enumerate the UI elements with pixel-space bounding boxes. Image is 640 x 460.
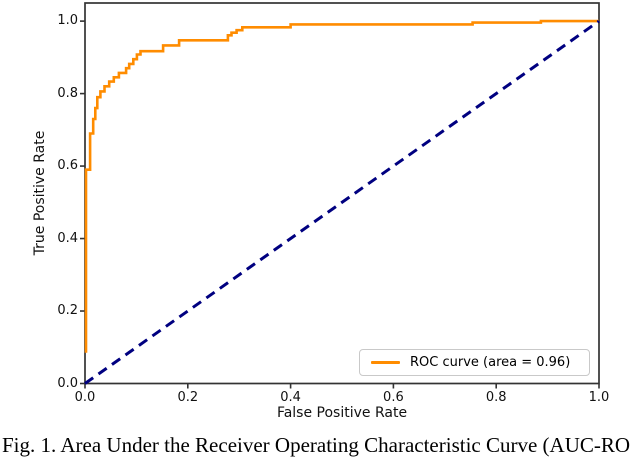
x-tick-label: 0.6 <box>383 390 404 405</box>
x-axis-label: False Positive Rate <box>276 405 408 421</box>
roc-curve-line <box>84 19 599 353</box>
x-tick-label: 0.8 <box>485 390 507 405</box>
y-tick-label: 0.4 <box>57 230 78 246</box>
y-tick-label: 0.6 <box>57 158 78 174</box>
y-tick-label: 1.0 <box>57 13 78 29</box>
y-tick-label: 0.2 <box>57 303 78 319</box>
roc-curve-legend-swatch <box>371 361 400 364</box>
x-tick-label: 0.2 <box>177 390 199 405</box>
plot-spines <box>84 2 600 385</box>
y-tick-label: 0.8 <box>57 85 78 101</box>
y-tick-label: 0.0 <box>57 375 78 391</box>
y-axis-label: True Positive Rate <box>32 130 48 256</box>
x-tick-label: 0.4 <box>280 390 301 405</box>
chance-diagonal-line <box>84 19 600 385</box>
x-tick-label: 0.0 <box>74 390 96 405</box>
x-tick-label: 1.0 <box>588 390 610 405</box>
legend-box: ROC curve (area = 0.96) <box>359 349 590 376</box>
figure-caption: Fig. 1. Area Under the Receiver Operatin… <box>2 433 631 457</box>
legend-label: ROC curve (area = 0.96) <box>410 355 571 370</box>
